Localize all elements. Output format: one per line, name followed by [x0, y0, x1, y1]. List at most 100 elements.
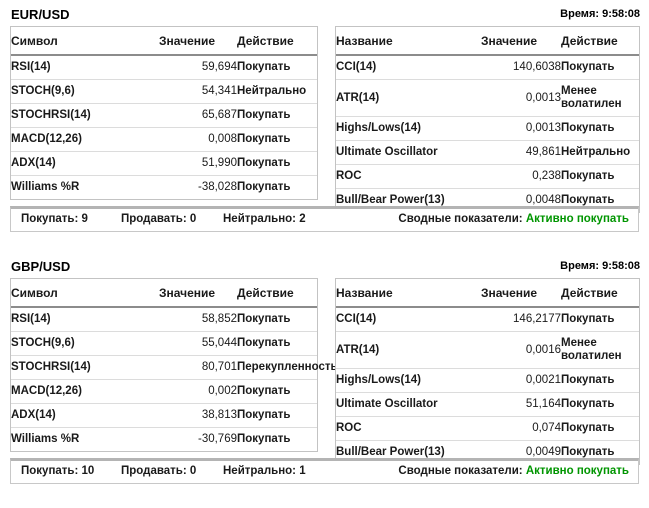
indicator-value: 0,0021 — [481, 368, 561, 393]
indicator-action: Покупать — [561, 368, 639, 393]
indicator-action: Покупать — [561, 307, 639, 332]
indicator-name: RSI(14) — [11, 55, 159, 80]
summary-bar: Покупать: 9 Продавать: 0 Нейтрально: 2 Свод… — [10, 206, 639, 232]
indicator-name: STOCH(9,6) — [11, 331, 159, 356]
indicator-action: Покупать — [561, 164, 639, 189]
indicator-action: Нейтрально — [237, 79, 317, 104]
column-header-name: Название — [336, 279, 481, 308]
column-header-value: Значение — [481, 27, 561, 56]
indicator-name: CCI(14) — [336, 55, 481, 80]
indicator-value: -38,028 — [159, 175, 237, 199]
indicator-action: Покупать — [237, 403, 317, 428]
summary-buy-count: Покупать: 10 — [21, 465, 95, 477]
column-header-action: Действие — [237, 279, 317, 308]
table-row: ADX(14) 38,813 Покупать — [11, 403, 317, 428]
column-header-name: Символ — [11, 279, 159, 308]
status-badge: Активно покупать — [522, 213, 629, 225]
indicator-value: 65,687 — [159, 103, 237, 128]
currency-section-gbp-usd: GBP/USD Время: 9:58:08 Символ Значение Дейст… — [0, 252, 649, 484]
indicator-value: 0,238 — [481, 164, 561, 189]
page-title: GBP/USD — [11, 259, 71, 274]
column-header-name: Название — [336, 27, 481, 56]
table-row: MACD(12,26) 0,008 Покупать — [11, 127, 317, 152]
table-header-row: Символ Значение Действие — [11, 27, 317, 56]
table-row: ATR(14) 0,0016 Менее волатилен — [336, 331, 639, 369]
indicator-name: MACD(12,26) — [11, 127, 159, 152]
table-row: ROC 0,074 Покупать — [336, 416, 639, 441]
indicator-action: Покупать — [561, 116, 639, 141]
indicator-value: 0,0013 — [481, 116, 561, 141]
indicator-value: 0,0013 — [481, 79, 561, 117]
time-label: Время: 9:58:08 — [560, 8, 640, 20]
indicator-name: Williams %R — [11, 175, 159, 199]
indicator-value: 38,813 — [159, 403, 237, 428]
indicator-action: Покупать — [237, 379, 317, 404]
summary-buy-count: Покупать: 9 — [21, 213, 88, 225]
table-row: CCI(14) 146,2177 Покупать — [336, 307, 639, 332]
indicator-action: Перекупленность — [237, 355, 338, 380]
column-header-action: Действие — [561, 279, 639, 308]
table-row: RSI(14) 58,852 Покупать — [11, 307, 317, 332]
section-gap — [0, 232, 649, 252]
summary-inner: Покупать: 10 Продавать: 0 Нейтрально: 1 Сво… — [11, 461, 638, 483]
indicator-name: STOCHRSI(14) — [11, 355, 159, 380]
column-header-value: Значение — [481, 279, 561, 308]
table-row: Williams %R -38,028 Покупать — [11, 175, 317, 199]
indicator-value: 0,002 — [159, 379, 237, 404]
indicator-name: Highs/Lows(14) — [336, 116, 481, 141]
table-header-row: Название Значение Действие — [336, 279, 639, 308]
indicator-name: Williams %R — [11, 427, 159, 451]
indicator-name: STOCH(9,6) — [11, 79, 159, 104]
table-row: RSI(14) 59,694 Покупать — [11, 55, 317, 80]
column-header-action: Действие — [561, 27, 639, 56]
indicator-value: 0,008 — [159, 127, 237, 152]
section-header: EUR/USD Время: 9:58:08 — [0, 0, 649, 26]
indicator-value: 55,044 — [159, 331, 237, 356]
page-title: EUR/USD — [11, 7, 70, 22]
table-row: STOCHRSI(14) 65,687 Покупать — [11, 103, 317, 128]
indicator-action: Покупать — [237, 175, 317, 199]
indicator-action: Менее волатилен — [561, 79, 639, 117]
summary-neutral-count: Нейтрально: 2 — [223, 213, 306, 225]
indicator-action: Покупать — [237, 151, 317, 176]
tables-row: Символ Значение Действие RSI(14) 58,852 Покуп… — [0, 278, 649, 465]
summary-neutral-count: Нейтрально: 1 — [223, 465, 306, 477]
table-row: STOCH(9,6) 54,341 Нейтрально — [11, 79, 317, 104]
indicator-name: CCI(14) — [336, 307, 481, 332]
table-row: MACD(12,26) 0,002 Покупать — [11, 379, 317, 404]
indicator-action: Покупать — [561, 55, 639, 80]
indicator-action: Покупать — [237, 331, 317, 356]
time-label: Время: 9:58:08 — [560, 260, 640, 272]
indicator-value: 49,861 — [481, 140, 561, 165]
indicator-action: Менее волатилен — [561, 331, 639, 369]
currency-section-eur-usd: EUR/USD Время: 9:58:08 Символ Значение Дейст… — [0, 0, 649, 252]
table-row: Highs/Lows(14) 0,0021 Покупать — [336, 368, 639, 393]
column-header-action: Действие — [237, 27, 317, 56]
table-row: STOCHRSI(14) 80,701 Перекупленность — [11, 355, 338, 380]
indicator-value: 80,701 — [159, 355, 237, 380]
indicator-name: ADX(14) — [11, 403, 159, 428]
indicator-action: Покупать — [237, 427, 317, 451]
indicator-name: ROC — [336, 416, 481, 441]
section-header: GBP/USD Время: 9:58:08 — [0, 252, 649, 278]
table-row: CCI(14) 140,6038 Покупать — [336, 55, 639, 80]
summary-total-label: Сводные показатели: — [398, 213, 523, 225]
indicator-value: 54,341 — [159, 79, 237, 104]
status-badge: Активно покупать — [522, 465, 629, 477]
column-header-value: Значение — [159, 279, 237, 308]
indicator-name: ROC — [336, 164, 481, 189]
sections-container: EUR/USD Время: 9:58:08 Символ Значение Дейст… — [0, 0, 649, 484]
indicator-action: Покупать — [561, 416, 639, 441]
left-indicator-table: Символ Значение Действие RSI(14) 59,694 Покуп… — [10, 26, 318, 200]
column-header-name: Символ — [11, 27, 159, 56]
indicator-value: -30,769 — [159, 427, 237, 451]
indicator-value: 140,6038 — [481, 55, 561, 80]
table-header-row: Символ Значение Действие — [11, 279, 317, 308]
indicator-value: 59,694 — [159, 55, 237, 80]
indicator-value: 146,2177 — [481, 307, 561, 332]
indicator-name: Ultimate Oscillator — [336, 392, 481, 417]
indicator-name: ATR(14) — [336, 331, 481, 369]
indicator-action: Покупать — [237, 103, 317, 128]
summary-bar: Покупать: 10 Продавать: 0 Нейтрально: 1 Сво… — [10, 458, 639, 484]
indicator-value: 51,164 — [481, 392, 561, 417]
